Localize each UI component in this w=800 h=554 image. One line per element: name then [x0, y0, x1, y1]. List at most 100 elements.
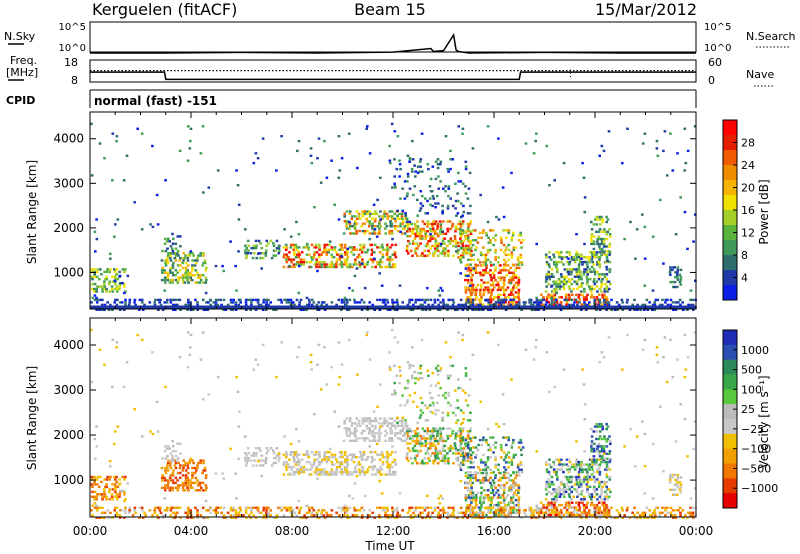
- power-cell: [575, 256, 579, 259]
- velocity-cell: [261, 464, 265, 467]
- velocity-cell: [534, 516, 538, 519]
- power-cell: [509, 298, 512, 302]
- velocity-cell: [517, 491, 520, 494]
- power-cell: [373, 225, 377, 228]
- power-cell: [124, 290, 127, 293]
- power-cell: [491, 281, 495, 284]
- power-cell: [429, 227, 432, 231]
- power-cell: [568, 262, 571, 265]
- power-cell: [519, 256, 523, 259]
- velocity-cell: [443, 459, 447, 462]
- power-cell: [596, 260, 599, 264]
- velocity-cell: [603, 457, 606, 460]
- velocity-cell: [471, 509, 475, 512]
- power-cell: [575, 280, 579, 283]
- velocity-cell: [480, 461, 483, 464]
- velocity-cell: [182, 489, 185, 492]
- velocity-cell: [408, 442, 412, 445]
- velocity-cell: [91, 490, 94, 494]
- power-cell: [512, 276, 515, 279]
- velocity-cell: [585, 463, 589, 466]
- velocity-cell: [421, 516, 424, 519]
- velocity-cell: [277, 459, 281, 462]
- velocity-cell: [552, 506, 556, 509]
- power-cell: [446, 252, 450, 255]
- power-cell: [331, 248, 334, 251]
- power-cell: [229, 240, 232, 243]
- velocity-cell: [507, 438, 510, 442]
- power-cell: [282, 256, 286, 259]
- power-cell: [354, 258, 357, 261]
- velocity-cell: [646, 516, 650, 519]
- power-cell: [577, 253, 580, 256]
- velocity-cell: [418, 442, 421, 445]
- power-cell: [505, 236, 508, 239]
- velocity-cell: [189, 481, 193, 485]
- velocity-cell: [442, 439, 445, 443]
- velocity-cell: [499, 506, 503, 509]
- y-tick-label: 2000: [53, 221, 84, 235]
- power-cell: [428, 239, 432, 243]
- power-cell: [578, 298, 582, 301]
- power-cell: [361, 212, 365, 216]
- velocity-cell: [446, 459, 450, 462]
- velocity-cell: [116, 506, 119, 509]
- velocity-cell: [555, 490, 559, 494]
- power-cell: [393, 308, 396, 311]
- power-cell: [313, 246, 316, 249]
- power-cell: [416, 254, 419, 257]
- power-cell: [462, 303, 465, 307]
- power-cell: [470, 293, 473, 296]
- power-cell: [262, 298, 266, 302]
- velocity-cell: [578, 514, 582, 517]
- power-cell: [520, 308, 523, 311]
- velocity-cell: [588, 468, 591, 471]
- power-cell: [287, 298, 290, 302]
- power-cell: [653, 301, 656, 304]
- velocity-cell: [355, 456, 358, 459]
- velocity-cell: [517, 501, 520, 504]
- power-cell: [408, 222, 412, 226]
- power-cell: [346, 263, 349, 266]
- noise-line: [90, 32, 696, 54]
- power-cell: [299, 263, 303, 266]
- power-cell: [388, 232, 391, 235]
- velocity-cell: [476, 448, 480, 452]
- velocity-cell: [199, 461, 202, 465]
- power-cell: [337, 298, 341, 302]
- velocity-cell: [386, 473, 389, 476]
- power-cell: [499, 269, 502, 272]
- power-cell: [423, 301, 427, 304]
- power-cell: [108, 280, 111, 283]
- power-cell: [530, 308, 534, 311]
- velocity-cell: [511, 501, 515, 504]
- power-cell: [568, 260, 572, 264]
- power-cell: [558, 285, 561, 288]
- power-cell: [548, 184, 551, 187]
- power-cell: [378, 229, 381, 233]
- power-cell: [237, 218, 241, 221]
- power-cell: [396, 303, 400, 307]
- velocity-cell: [390, 437, 394, 440]
- velocity-cell: [100, 480, 103, 484]
- power-cell: [593, 242, 596, 246]
- power-cell: [468, 296, 472, 299]
- velocity-cell: [451, 511, 455, 514]
- velocity-cell: [400, 424, 404, 428]
- velocity-cell: [499, 496, 502, 499]
- velocity-cell: [507, 436, 511, 439]
- velocity-cell: [368, 427, 371, 430]
- power-cell: [460, 254, 463, 257]
- power-cell: [469, 286, 472, 289]
- velocity-cell: [597, 501, 601, 504]
- power-cell: [537, 308, 541, 311]
- power-cell: [487, 241, 491, 244]
- power-cell: [570, 270, 573, 274]
- velocity-cell: [596, 506, 599, 509]
- velocity-cell: [194, 481, 197, 485]
- power-cell: [348, 265, 352, 269]
- velocity-cell: [107, 516, 111, 519]
- velocity-cell: [529, 506, 533, 509]
- power-cell: [105, 270, 109, 274]
- power-cell: [604, 282, 607, 286]
